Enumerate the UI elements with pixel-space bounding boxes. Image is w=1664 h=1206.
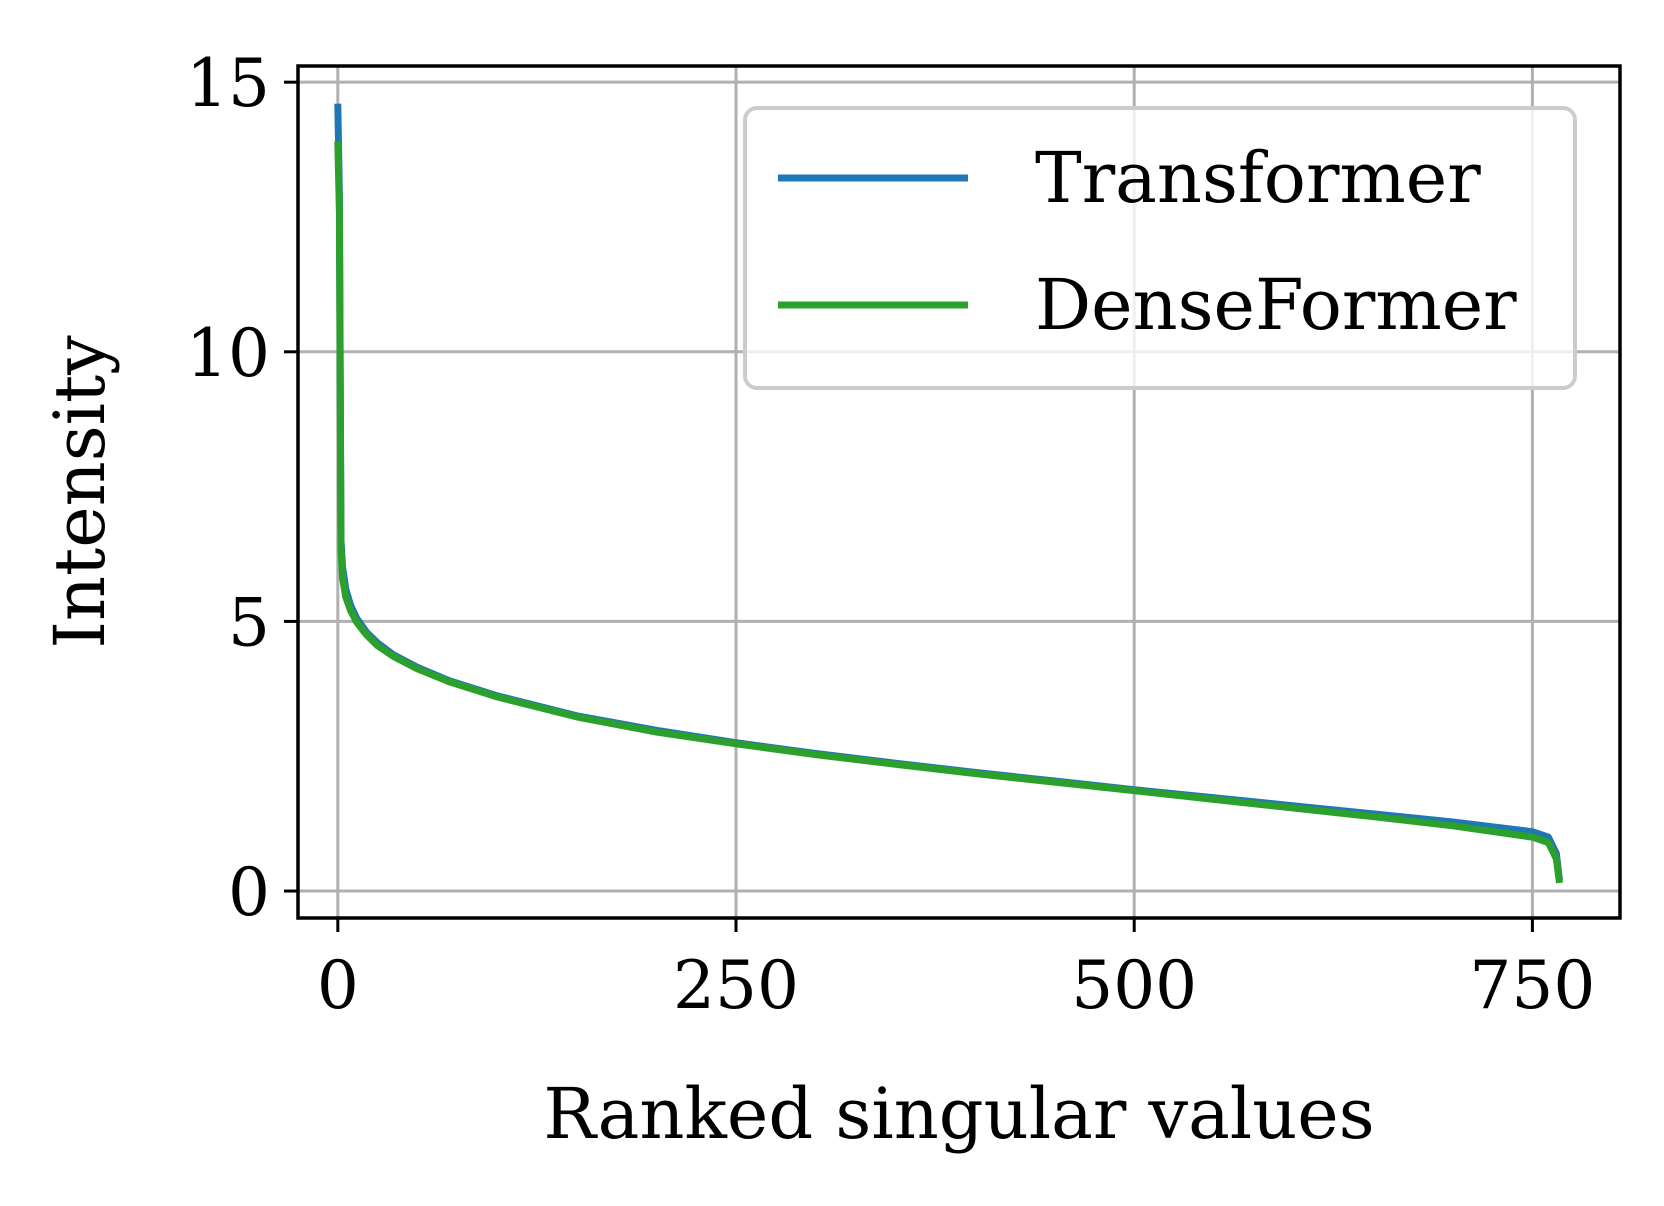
x-axis-label: Ranked singular values — [543, 1073, 1374, 1155]
y-tick-label: 5 — [228, 584, 270, 661]
y-tick-label: 0 — [228, 854, 270, 931]
x-tick-label: 0 — [317, 947, 359, 1024]
x-tick-label: 500 — [1071, 947, 1197, 1024]
x-tick-label: 750 — [1469, 947, 1595, 1024]
y-tick-label: 10 — [186, 315, 270, 392]
legend-label-denseformer: DenseFormer — [1035, 264, 1517, 346]
legend-label-transformer: Transformer — [1035, 137, 1481, 219]
series-line-denseformer — [334, 141, 1563, 884]
series-lines — [334, 103, 1563, 884]
plot-frame — [296, 64, 1622, 920]
axis-ticks: 0 250 500 750 0 5 10 15 — [186, 45, 1595, 1024]
x-tick-label: 250 — [673, 947, 799, 1024]
y-axis-label: Intensity — [39, 335, 121, 649]
y-tick-label: 15 — [186, 45, 270, 122]
legend: Transformer DenseFormer — [743, 106, 1577, 390]
